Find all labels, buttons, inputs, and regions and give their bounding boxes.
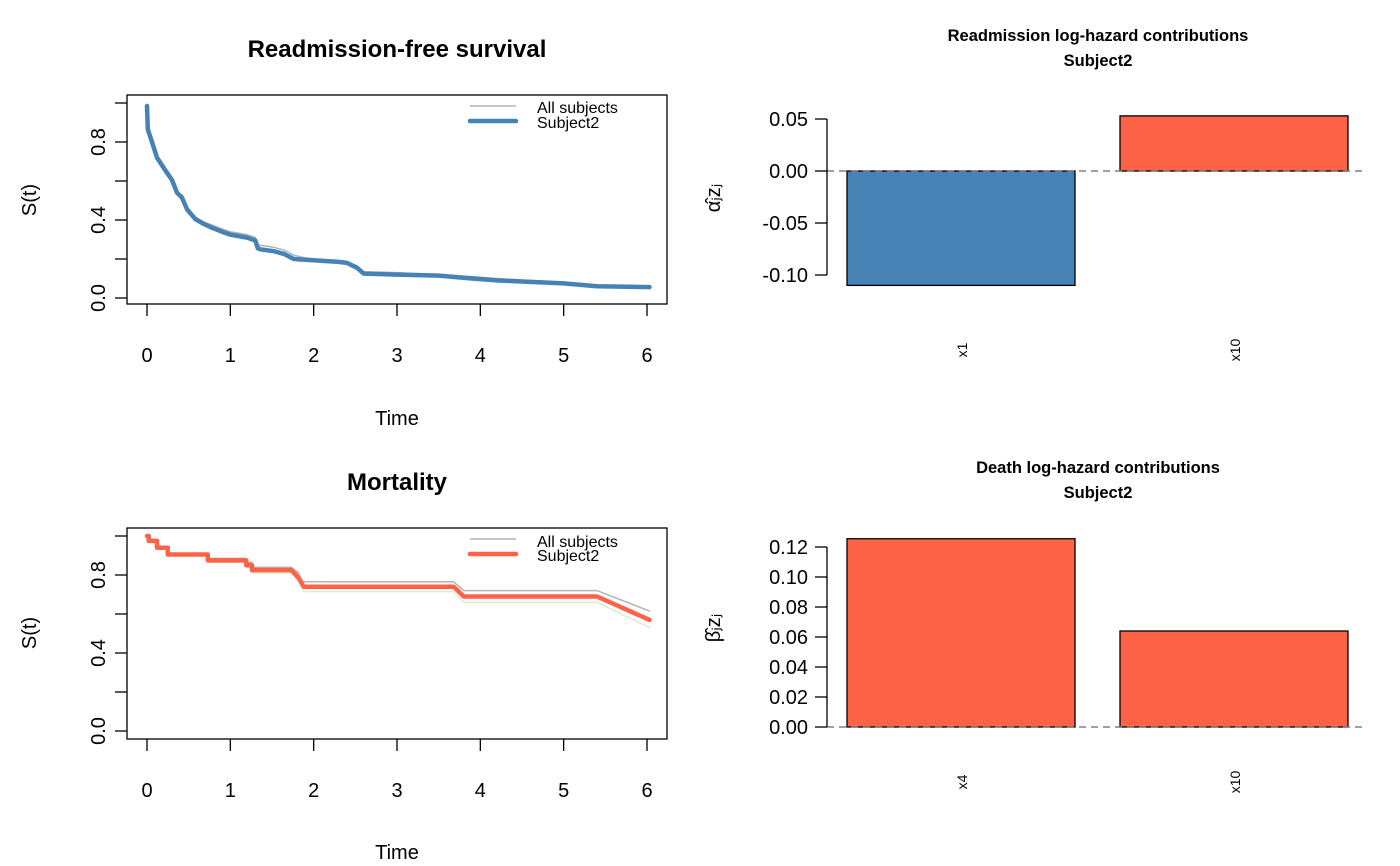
death-contrib-panel: Death log-hazard contributions Subject2 …: [703, 459, 1365, 793]
readmission-contrib-title: Readmission log-hazard contributions: [948, 27, 1249, 45]
category-labels: x1 x10: [954, 339, 1243, 362]
y-tick-label: 0.05: [769, 109, 808, 131]
bars: [827, 115, 1365, 287]
y-tick-label: 0.00: [769, 717, 808, 739]
legend-label-all-subjects: All subjects: [537, 534, 618, 551]
readmission-contrib-panel: Readmission log-hazard contributions Sub…: [703, 27, 1365, 361]
x-tick-label: 6: [641, 345, 652, 367]
y-tick-label: 0.8: [88, 128, 110, 156]
y-axis-label: β̂ⱼzⱼ: [703, 614, 725, 643]
mortality-survival-panel: Mortality 0.0 0.4 0.8 0 1 2 3 4 5 6 Time S(t) Al…: [19, 469, 668, 864]
x-tick-label: 4: [475, 780, 486, 802]
x-tick-label: 1: [225, 780, 236, 802]
x-tick-label: 0: [141, 345, 152, 367]
category-label-x1: x1: [954, 342, 970, 357]
y-axis-label: α̂ⱼzⱼ: [703, 184, 725, 213]
x-axis: 0 1 2 3 4 5 6: [141, 304, 653, 367]
y-tick-label: -0.05: [762, 213, 808, 235]
y-tick-label: 0.02: [769, 687, 808, 709]
y-tick-label: 0.06: [769, 627, 808, 649]
x-tick-label: 1: [225, 345, 236, 367]
category-label-x4: x4: [954, 774, 970, 789]
death-contrib-subtitle: Subject2: [1064, 484, 1133, 502]
x-tick-label: 5: [558, 780, 569, 802]
legend: All subjects Subject2: [467, 534, 618, 565]
bars: [827, 538, 1365, 728]
x-tick-label: 0: [141, 780, 152, 802]
category-labels: x4 x10: [954, 771, 1243, 794]
legend-label-all-subjects: All subjects: [537, 100, 618, 117]
x-tick-label: 3: [391, 780, 402, 802]
y-axis: 0.0 0.4 0.8: [88, 535, 127, 745]
x-tick-label: 6: [641, 780, 652, 802]
y-tick-label: 0.08: [769, 597, 808, 619]
readmission-contrib-subtitle: Subject2: [1064, 52, 1133, 70]
readmission-survival-panel: Readmission-free survival 0.0 0.4 0.8 0 1 2 3…: [19, 36, 668, 430]
y-axis: 0.00 0.02 0.04 0.06 0.08 0.10 0.12: [769, 537, 828, 739]
bar-x4: [846, 538, 1076, 728]
y-tick-label: 0.00: [769, 161, 808, 183]
x-axis-label: Time: [375, 842, 419, 864]
y-tick-label: 0.4: [88, 206, 110, 234]
y-tick-label: 0.0: [88, 284, 110, 312]
bar-x10: [1119, 115, 1349, 172]
curves: [144, 103, 652, 290]
legend: All subjects Subject2: [467, 100, 618, 132]
y-tick-label: 0.10: [769, 567, 808, 589]
bar-x10: [1119, 630, 1349, 728]
y-tick-label: -0.10: [762, 265, 808, 287]
x-axis-label: Time: [375, 408, 419, 430]
y-axis-label: S(t): [19, 184, 41, 216]
series-line-all-subjects: [146, 105, 651, 288]
y-tick-label: 0.0: [88, 717, 110, 745]
legend-label-subject2: Subject2: [537, 548, 599, 565]
death-contrib-title: Death log-hazard contributions: [976, 459, 1220, 477]
y-axis-label: S(t): [19, 617, 41, 649]
y-tick-label: 0.12: [769, 537, 808, 559]
series-line-lower-band: [146, 106, 651, 289]
legend-label-subject2: Subject2: [537, 115, 599, 132]
y-tick-label: 0.04: [769, 657, 808, 679]
category-label-x10: x10: [1227, 339, 1243, 362]
x-tick-label: 3: [391, 345, 402, 367]
series-line-subject2: [144, 533, 652, 623]
y-axis: -0.10 -0.05 0.00 0.05: [762, 109, 828, 287]
x-tick-label: 5: [558, 345, 569, 367]
bar-x1: [846, 170, 1076, 287]
y-tick-label: 0.4: [88, 639, 110, 667]
y-tick-label: 0.8: [88, 561, 110, 589]
curves: [144, 533, 652, 629]
x-tick-label: 2: [308, 780, 319, 802]
x-axis: 0 1 2 3 4 5 6: [141, 739, 653, 802]
mortality-title: Mortality: [347, 469, 448, 496]
x-tick-label: 4: [475, 345, 486, 367]
readmission-survival-title: Readmission-free survival: [248, 36, 547, 63]
x-tick-label: 2: [308, 345, 319, 367]
series-line-subject2: [144, 103, 652, 290]
category-label-x10: x10: [1227, 771, 1243, 794]
y-axis: 0.0 0.4 0.8: [88, 102, 127, 312]
